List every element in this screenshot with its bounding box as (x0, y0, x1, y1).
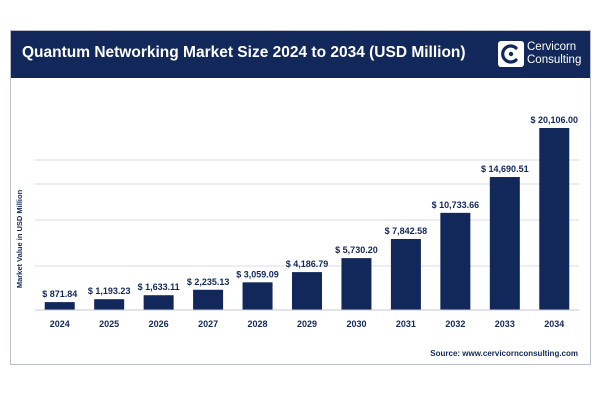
logo-text: Cervicorn Consulting (527, 41, 581, 67)
value-label-2027: $ 2,235.13 (187, 277, 230, 287)
bar-2032 (440, 212, 471, 310)
x-tick-2028: 2028 (248, 319, 268, 329)
source-note: Source: www.cervicornconsulting.com (430, 349, 578, 358)
bar-2029 (292, 272, 322, 310)
value-label-2032: $ 10,733.66 (432, 200, 480, 210)
bar-2031 (390, 239, 421, 310)
x-tick-2026: 2026 (149, 319, 169, 329)
value-label-2030: $ 5,730.20 (335, 245, 378, 255)
x-tick-2032: 2032 (445, 319, 465, 329)
x-tick-2031: 2031 (396, 319, 416, 329)
x-tick-2027: 2027 (198, 319, 218, 329)
x-tick-2029: 2029 (297, 319, 317, 329)
bar-2025 (94, 299, 125, 310)
bar-chart: Market Value in USD Million $ 871.84 2024 $… (15, 115, 579, 329)
value-label-2028: $ 3,059.09 (236, 269, 279, 279)
company-logo: Cervicorn Consulting (498, 39, 586, 71)
bar-2034 (539, 128, 570, 310)
chart-title: Quantum Networking Market Size 2024 to 2… (22, 44, 466, 61)
value-label-2034: $ 20,106.00 (530, 115, 578, 125)
x-tick-2033: 2033 (495, 319, 515, 329)
logo-line-2: Consulting (527, 54, 582, 66)
y-axis-label: Market Value in USD Million (15, 189, 24, 288)
bar-2027 (193, 289, 224, 310)
value-label-2025: $ 1,193.23 (88, 286, 131, 296)
value-label-2029: $ 4,186.79 (286, 259, 329, 269)
logo-line-1: Cervicorn (527, 41, 577, 53)
x-tick-2030: 2030 (346, 319, 366, 329)
x-tick-2024: 2024 (50, 319, 70, 329)
bar-2033 (489, 177, 520, 310)
bar-2024 (44, 302, 75, 310)
chart-header: Quantum Networking Market Size 2024 to 2… (11, 31, 590, 78)
value-label-2033: $ 14,690.51 (481, 164, 529, 174)
value-label-2026: $ 1,633.11 (138, 282, 180, 292)
value-label-2024: $ 871.84 (42, 289, 77, 299)
value-label-2031: $ 7,842.58 (385, 226, 428, 236)
x-tick-2034: 2034 (544, 319, 564, 329)
bar-2028 (242, 282, 273, 310)
x-tick-2025: 2025 (99, 319, 119, 329)
chart-card: Quantum Networking Market Size 2024 to 2… (10, 30, 591, 365)
bar-2030 (341, 258, 372, 310)
bar-2026 (143, 295, 174, 310)
cervicorn-logo-icon (498, 41, 524, 67)
